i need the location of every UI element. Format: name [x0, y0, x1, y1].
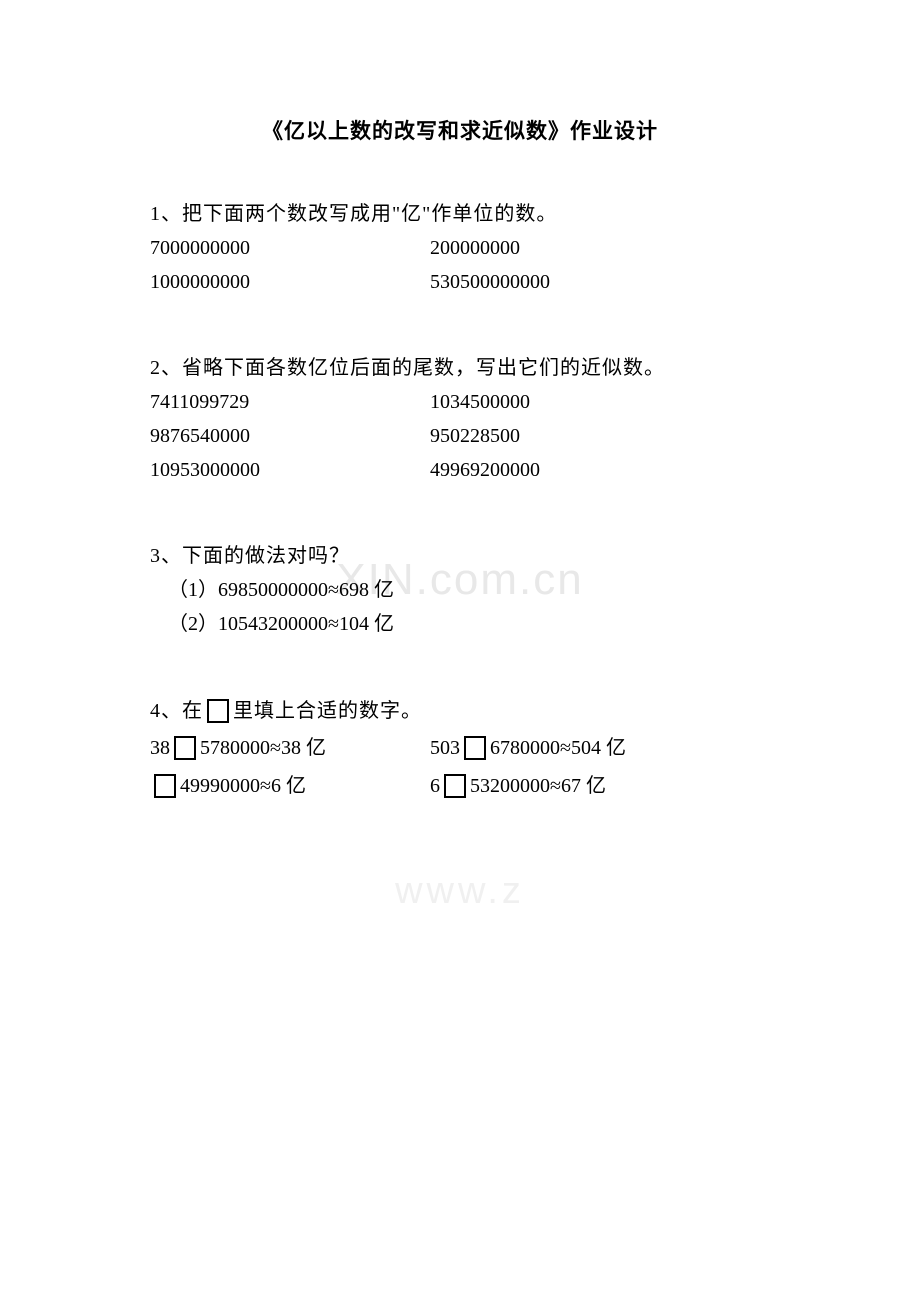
q4-right: 503 6780000≈504 亿	[430, 729, 626, 767]
q4-text: 38	[150, 729, 170, 767]
q4-text: 5780000≈38 亿	[200, 729, 326, 767]
question-2-title: 2、省略下面各数亿位后面的尾数，写出它们的近似数。	[150, 351, 770, 385]
question-2-row: 10953000000 49969200000	[150, 453, 770, 487]
q4-text: 6	[430, 767, 440, 805]
q2-cell: 49969200000	[430, 453, 770, 487]
question-2-row: 9876540000 950228500	[150, 419, 770, 453]
q4-text: 503	[430, 729, 460, 767]
q4-left: 38 5780000≈38 亿	[150, 729, 430, 767]
blank-box-icon	[464, 736, 486, 760]
question-1-title: 1、把下面两个数改写成用"亿"作单位的数。	[150, 197, 770, 231]
watermark-text-2: www.z	[150, 870, 770, 913]
q4-title-post: 里填上合适的数字。	[233, 693, 422, 729]
q4-title-pre: 4、在	[150, 693, 203, 729]
q3-item: （1）69850000000≈698 亿	[150, 573, 770, 607]
q4-left: 49990000≈6 亿	[150, 767, 430, 805]
q2-cell: 1034500000	[430, 385, 770, 419]
question-3: 3、下面的做法对吗？ （1）69850000000≈698 亿 （2）10543…	[150, 539, 770, 641]
page-title: 《亿以上数的改写和求近似数》作业设计	[150, 115, 770, 145]
question-1-row: 1000000000 530500000000	[150, 265, 770, 299]
blank-box-icon	[174, 736, 196, 760]
question-3-title: 3、下面的做法对吗？	[150, 539, 770, 573]
question-1-row: 7000000000 200000000	[150, 231, 770, 265]
q2-cell: 950228500	[430, 419, 770, 453]
q1-cell: 200000000	[430, 231, 770, 265]
blank-box-icon	[444, 774, 466, 798]
q4-text: 53200000≈67 亿	[470, 767, 606, 805]
q3-item: （2）10543200000≈104 亿	[150, 607, 770, 641]
question-2: 2、省略下面各数亿位后面的尾数，写出它们的近似数。 7411099729 103…	[150, 351, 770, 487]
q4-text: 6780000≈504 亿	[490, 729, 626, 767]
q2-cell: 7411099729	[150, 385, 430, 419]
blank-box-icon	[154, 774, 176, 798]
question-4: 4、在 里填上合适的数字。 38 5780000≈38 亿 503 678000…	[150, 693, 770, 805]
blank-box-icon	[207, 699, 229, 723]
question-4-title: 4、在 里填上合适的数字。	[150, 693, 770, 729]
q4-right: 6 53200000≈67 亿	[430, 767, 606, 805]
q1-cell: 7000000000	[150, 231, 430, 265]
q2-cell: 10953000000	[150, 453, 430, 487]
document-page: 《亿以上数的改写和求近似数》作业设计 1、把下面两个数改写成用"亿"作单位的数。…	[0, 0, 920, 805]
question-4-row: 38 5780000≈38 亿 503 6780000≈504 亿	[150, 729, 770, 767]
question-4-row: 49990000≈6 亿 6 53200000≈67 亿	[150, 767, 770, 805]
q2-cell: 9876540000	[150, 419, 430, 453]
question-2-row: 7411099729 1034500000	[150, 385, 770, 419]
q1-cell: 530500000000	[430, 265, 770, 299]
question-1: 1、把下面两个数改写成用"亿"作单位的数。 7000000000 2000000…	[150, 197, 770, 299]
q4-text: 49990000≈6 亿	[180, 767, 306, 805]
q1-cell: 1000000000	[150, 265, 430, 299]
